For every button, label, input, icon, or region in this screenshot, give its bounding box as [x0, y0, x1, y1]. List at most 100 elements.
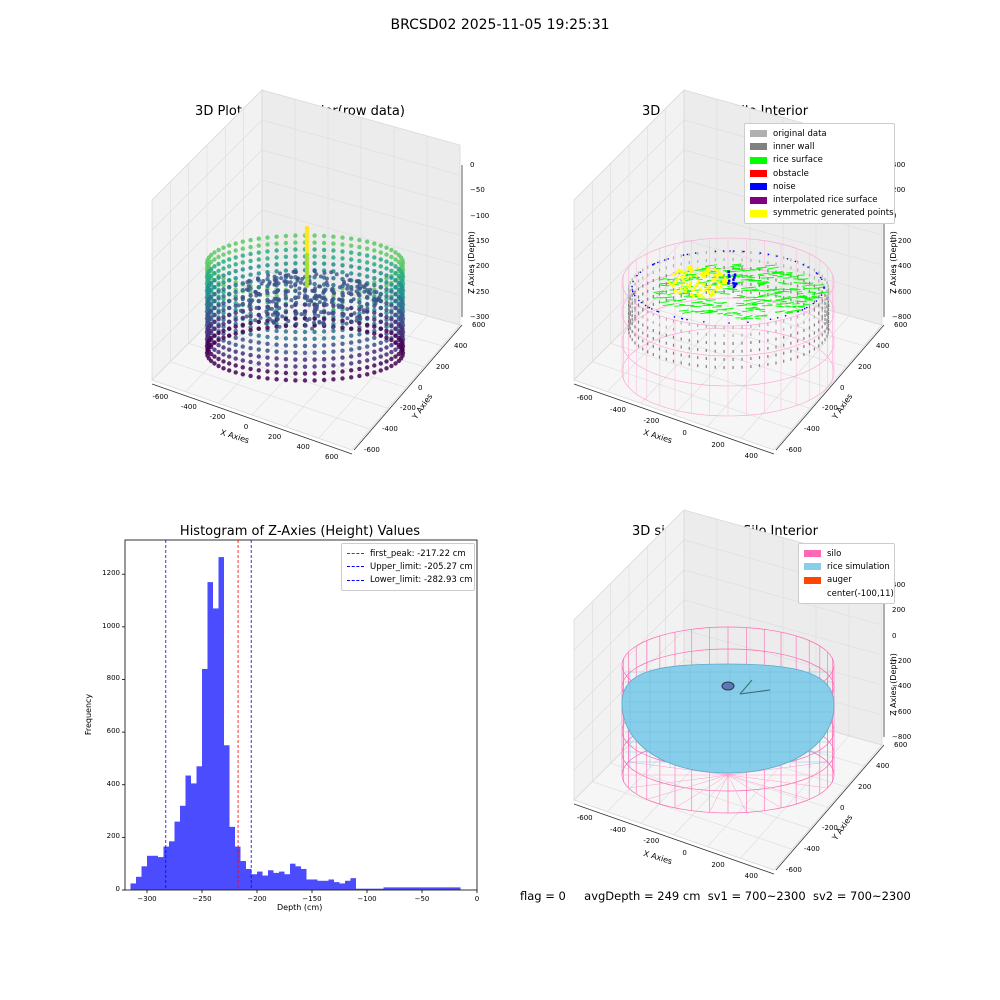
classify-y-axis	[775, 324, 885, 451]
raw-point	[216, 310, 221, 315]
inner-wall-point	[672, 296, 675, 300]
inner-wall-point	[790, 266, 792, 270]
rice-surface-point	[773, 271, 784, 273]
raw-y-tick: -400	[382, 425, 398, 434]
raw-point	[371, 298, 376, 303]
noise-point	[657, 311, 660, 313]
symmetric-point	[699, 273, 703, 276]
histogram-title: Histogram of Z-Axies (Height) Values	[179, 524, 421, 539]
raw-point	[221, 300, 226, 306]
inner-wall-point	[826, 334, 828, 338]
inner-wall-point	[783, 272, 785, 276]
inner-wall-point	[705, 333, 707, 336]
raw-point	[321, 377, 327, 383]
rice-surface-point	[776, 303, 783, 306]
raw-point	[212, 264, 217, 269]
inner-wall-point	[767, 293, 769, 297]
raw-point	[357, 251, 362, 257]
inner-wall-point	[628, 288, 630, 291]
raw-point	[331, 248, 336, 253]
raw-point	[365, 267, 370, 272]
histogram-bar	[372, 888, 378, 890]
raw-point	[317, 320, 322, 325]
inner-wall-point	[775, 361, 777, 365]
raw-x-tick: -400	[180, 403, 197, 411]
symmetric-point	[683, 274, 686, 278]
inner-wall-point	[629, 334, 631, 338]
inner-wall-point	[818, 295, 820, 299]
rice-surface-point	[751, 302, 765, 305]
raw-point	[265, 249, 270, 254]
raw-point	[334, 272, 339, 277]
raw-point	[359, 304, 364, 309]
simulation-z-tick: −600	[892, 707, 912, 716]
raw-point	[304, 256, 310, 261]
raw-point	[357, 346, 362, 351]
classify-legend-swatch	[750, 143, 767, 151]
raw-point	[361, 308, 366, 313]
inner-wall-point	[824, 322, 826, 326]
classify-x-tick: 200	[711, 440, 725, 449]
raw-point	[265, 376, 270, 381]
noise-point	[703, 321, 705, 323]
inner-wall-point	[665, 317, 667, 321]
raw-point	[259, 281, 264, 286]
raw-point	[384, 294, 389, 299]
raw-point	[272, 282, 277, 287]
inner-wall-point	[665, 333, 667, 337]
noise-point	[727, 279, 731, 283]
inner-wall-point	[642, 339, 644, 343]
rice-surface-point	[685, 273, 692, 277]
raw-point	[357, 359, 362, 365]
symmetric-point	[696, 292, 699, 296]
inner-wall-point	[750, 365, 752, 368]
noise-point	[673, 316, 676, 318]
histogram-bar	[262, 875, 268, 890]
raw-point	[248, 366, 253, 372]
raw-y-tick: 400	[454, 341, 468, 350]
raw-point	[349, 257, 354, 262]
inner-wall-point	[808, 305, 811, 309]
symmetric-point	[688, 282, 692, 285]
raw-point	[400, 278, 405, 284]
raw-point	[276, 281, 281, 286]
raw-point	[247, 302, 252, 307]
raw-point	[347, 278, 352, 283]
classify-legend-label: obstacle	[773, 168, 809, 179]
raw-point	[321, 316, 327, 322]
noise-point	[632, 290, 634, 293]
rice-surface-point	[757, 294, 767, 297]
raw-point	[349, 243, 354, 248]
classify-legend-label: interpolated rice surface	[773, 195, 878, 206]
raw-point	[283, 247, 289, 253]
inner-wall-point	[808, 334, 811, 338]
raw-point	[389, 343, 394, 348]
center-marker	[739, 679, 753, 695]
rice-surface-point	[730, 264, 742, 268]
raw-point	[216, 363, 221, 369]
raw-point	[372, 331, 377, 336]
raw-point	[389, 310, 394, 315]
simulation-x-tick: 0	[682, 848, 687, 857]
raw-point	[389, 330, 394, 336]
inner-wall-point	[818, 320, 820, 324]
raw-point	[247, 298, 251, 303]
inner-wall-point	[697, 251, 699, 255]
simulation-legend-swatch	[804, 563, 821, 571]
inner-wall-point	[732, 250, 734, 253]
raw-y-tick: -200	[400, 404, 416, 413]
inner-wall-point	[741, 349, 743, 353]
raw-point	[233, 317, 238, 322]
symmetric-point	[710, 290, 714, 293]
inner-wall-point	[637, 287, 640, 291]
raw-point	[293, 254, 298, 259]
raw-point	[296, 295, 301, 300]
raw-point	[389, 282, 394, 287]
raw-point	[378, 333, 383, 338]
noise-point	[803, 307, 806, 310]
raw-x-tick: -200	[209, 413, 226, 421]
classify-z-tick: −400	[892, 262, 912, 271]
raw-point	[256, 312, 261, 318]
raw-point	[305, 318, 310, 323]
inner-wall-point	[741, 341, 743, 345]
